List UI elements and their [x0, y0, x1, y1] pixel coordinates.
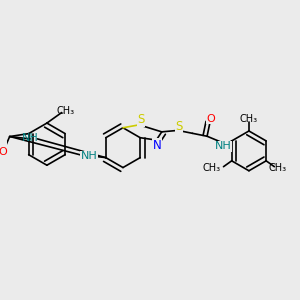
- Text: NH: NH: [22, 133, 39, 143]
- Text: O: O: [0, 147, 7, 157]
- Text: CH₃: CH₃: [268, 163, 286, 173]
- Text: NH: NH: [215, 142, 232, 152]
- Text: CH₃: CH₃: [202, 163, 220, 173]
- Text: O: O: [207, 114, 216, 124]
- Text: N: N: [153, 139, 162, 152]
- Text: S: S: [175, 120, 183, 134]
- Text: CH₃: CH₃: [56, 106, 74, 116]
- Text: S: S: [137, 113, 145, 126]
- Text: CH₃: CH₃: [240, 114, 258, 124]
- Text: NH: NH: [81, 151, 98, 161]
